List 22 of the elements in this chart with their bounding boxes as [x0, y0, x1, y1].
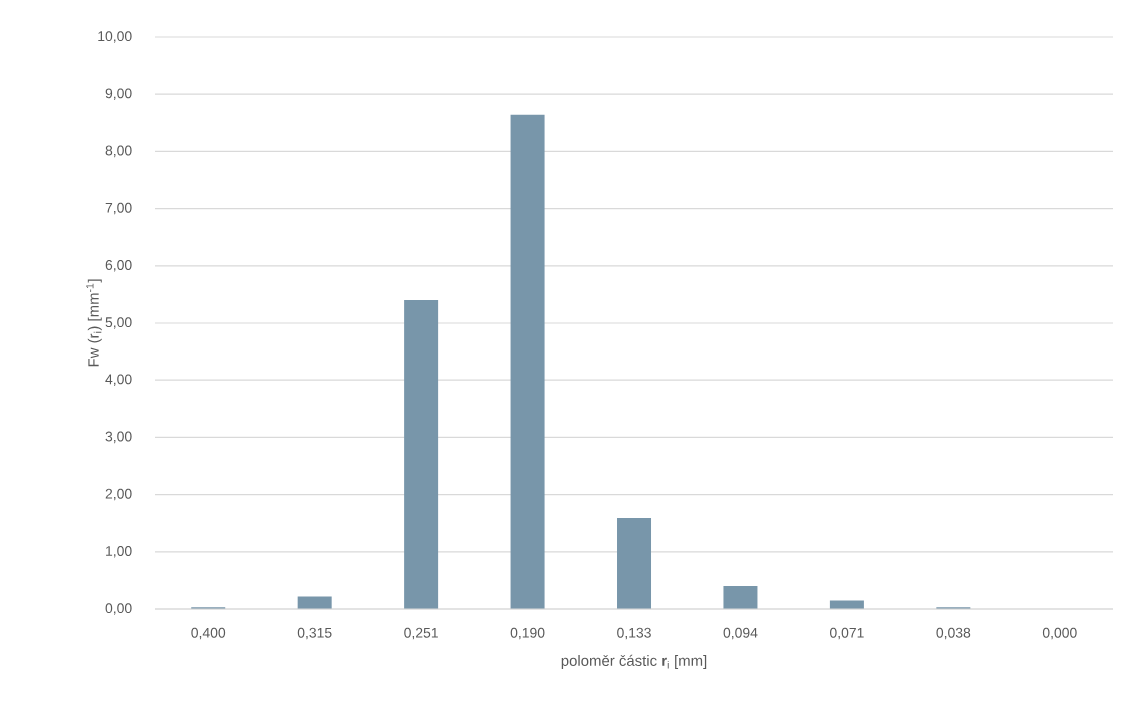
x-tick-label: 0,400	[191, 627, 226, 640]
y-tick-label: 8,00	[105, 145, 132, 158]
y-tick-label: 9,00	[105, 88, 132, 100]
y-tick-label: 5,00	[105, 317, 132, 329]
x-tick-label: 0,251	[404, 627, 438, 640]
x-tick-label: 0,315	[297, 627, 332, 640]
y-tick-label: 1,00	[106, 546, 132, 558]
x-tick-label: 0,038	[936, 627, 971, 640]
x-tick-label: 0,190	[510, 627, 545, 640]
y-axis-title: Fw (r$_{i}$) [mm$^{-1}$]	[86, 279, 102, 367]
y-tick-label: 3,00	[105, 431, 132, 444]
x-axis-title: poloměr částic r$_{i}$ [mm]	[561, 654, 707, 669]
x-tick-label: 0,071	[830, 627, 864, 640]
y-tick-label: 0,00	[105, 603, 132, 615]
y-tick-label: 2,00	[105, 488, 132, 501]
y-tick-label: 6,00	[105, 260, 132, 272]
x-tick-label: 0,133	[617, 627, 651, 640]
x-tick-label: 0,094	[723, 627, 758, 640]
y-tick-label: 10,00	[98, 31, 132, 43]
y-tick-label: 4,00	[105, 374, 132, 386]
y-tick-label: 7,00	[105, 202, 132, 215]
x-tick-label: 0,000	[1042, 627, 1077, 640]
